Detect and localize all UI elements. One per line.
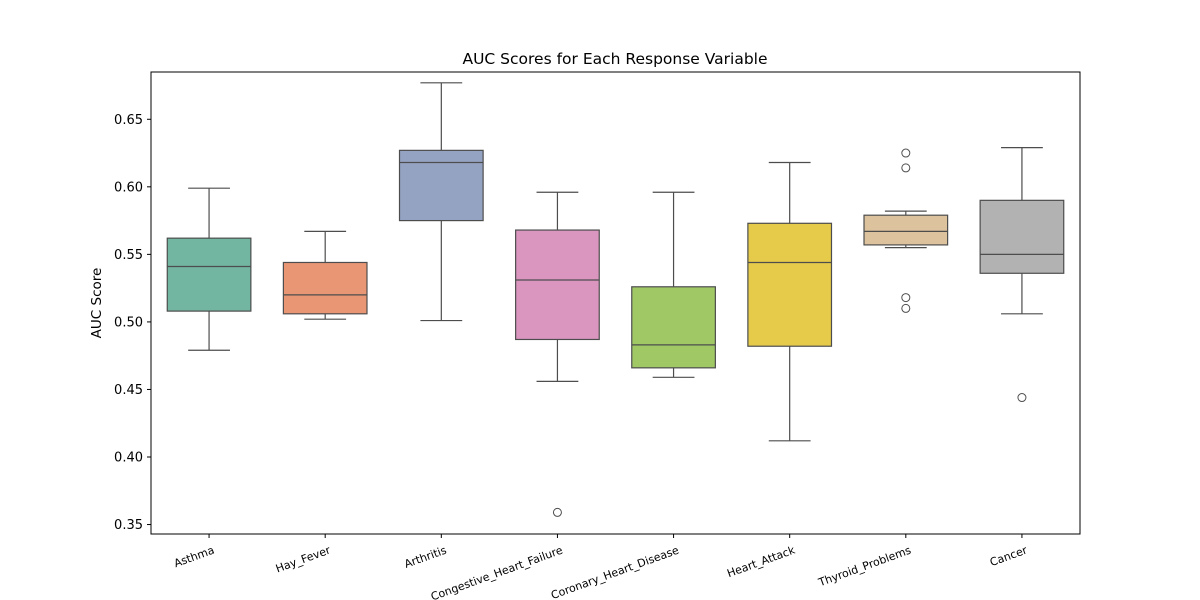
y-tick-label: 0.60	[114, 180, 143, 195]
box-iqr	[166, 237, 252, 312]
plot-area	[166, 82, 1065, 517]
y-tick-label: 0.55	[114, 248, 143, 263]
box-iqr	[515, 229, 600, 341]
box-iqr	[747, 222, 833, 347]
box-iqr	[979, 199, 1065, 274]
y-tick-label: 0.65	[114, 113, 143, 128]
box-group	[631, 191, 716, 378]
x-tick-label: Congestive_Heart_Failure	[429, 544, 565, 600]
box-iqr	[863, 214, 949, 246]
box-group	[515, 191, 600, 517]
outlier-point	[901, 163, 911, 173]
box-iqr	[398, 149, 484, 222]
x-tick-label: Cancer	[988, 543, 1029, 569]
outlier-point	[901, 148, 911, 158]
box-group	[282, 230, 368, 320]
x-tick-label: Coronary_Heart_Disease	[549, 544, 681, 600]
outlier-point	[901, 293, 911, 303]
x-tick-label: Heart_Attack	[725, 543, 797, 580]
outlier-point	[1017, 393, 1027, 403]
box-group	[979, 147, 1065, 403]
box-iqr	[631, 286, 716, 369]
x-tick-label: Asthma	[172, 544, 216, 571]
y-axis-label: AUC Score	[89, 268, 105, 339]
plot-frame	[150, 71, 1081, 535]
box-group	[747, 161, 833, 442]
box-group	[398, 82, 484, 322]
y-tick-label: 0.45	[114, 383, 143, 398]
y-tick-label: 0.35	[114, 518, 143, 533]
outlier-point	[901, 303, 911, 313]
chart-title: AUC Scores for Each Response Variable	[462, 50, 767, 68]
x-tick-label: Arthritis	[403, 544, 449, 571]
x-tick-label: Thyroid_Problems	[816, 544, 913, 590]
y-tick-label: 0.50	[114, 315, 143, 330]
outlier-point	[552, 507, 562, 517]
box-group	[863, 148, 949, 313]
y-tick-label: 0.40	[114, 451, 143, 466]
box-iqr	[282, 261, 368, 315]
x-tick-label: Hay_Fever	[274, 543, 333, 575]
box-group	[166, 187, 252, 351]
